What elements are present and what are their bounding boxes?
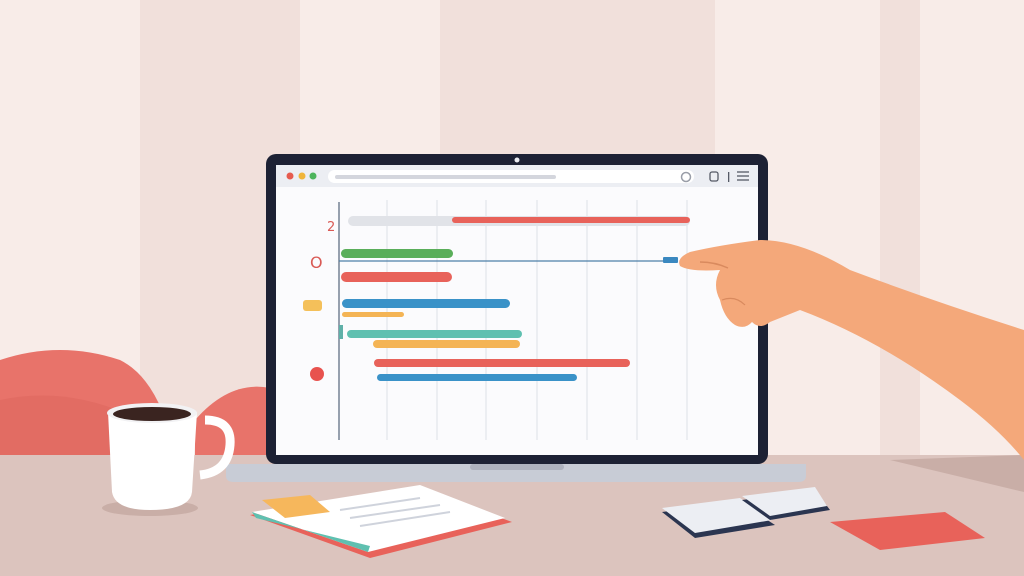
status-dot-icon [310,367,324,381]
notebook [250,485,512,558]
laptop [226,154,806,482]
desk-shadow [890,455,1024,492]
share-icon[interactable] [709,171,719,182]
today-marker[interactable] [663,257,678,263]
screen [276,165,758,455]
decorative-hill [195,386,270,455]
refresh-icon[interactable] [680,171,692,183]
minimize-window-button[interactable] [298,172,306,180]
laptop-notch [470,464,564,470]
gantt-bar[interactable] [341,272,452,282]
gantt-chart: 2 O [303,200,690,440]
address-placeholder [335,175,556,179]
gantt-bar[interactable] [452,217,690,223]
laptop-base [226,464,806,482]
gantt-bar[interactable] [341,249,453,258]
camera-icon [514,157,520,163]
axis-tick [339,325,343,339]
gantt-bar[interactable] [347,330,522,338]
pointing-hand [679,240,1024,460]
row-label: O [310,253,323,272]
gantt-bar[interactable] [377,374,577,381]
gantt-bar[interactable] [342,312,404,317]
toolbar-divider [728,172,730,182]
gridlines [386,200,688,440]
maximize-window-button[interactable] [309,172,317,180]
gantt-bar[interactable] [373,340,520,348]
milestone-icon [303,300,322,311]
gantt-bar[interactable] [342,299,510,308]
coffee-mug [102,403,235,516]
gantt-bar[interactable] [374,359,630,367]
menu-icon[interactable] [737,171,749,181]
row-label: 2 [327,220,335,235]
close-window-button[interactable] [286,172,294,180]
desk-cards [662,487,985,550]
